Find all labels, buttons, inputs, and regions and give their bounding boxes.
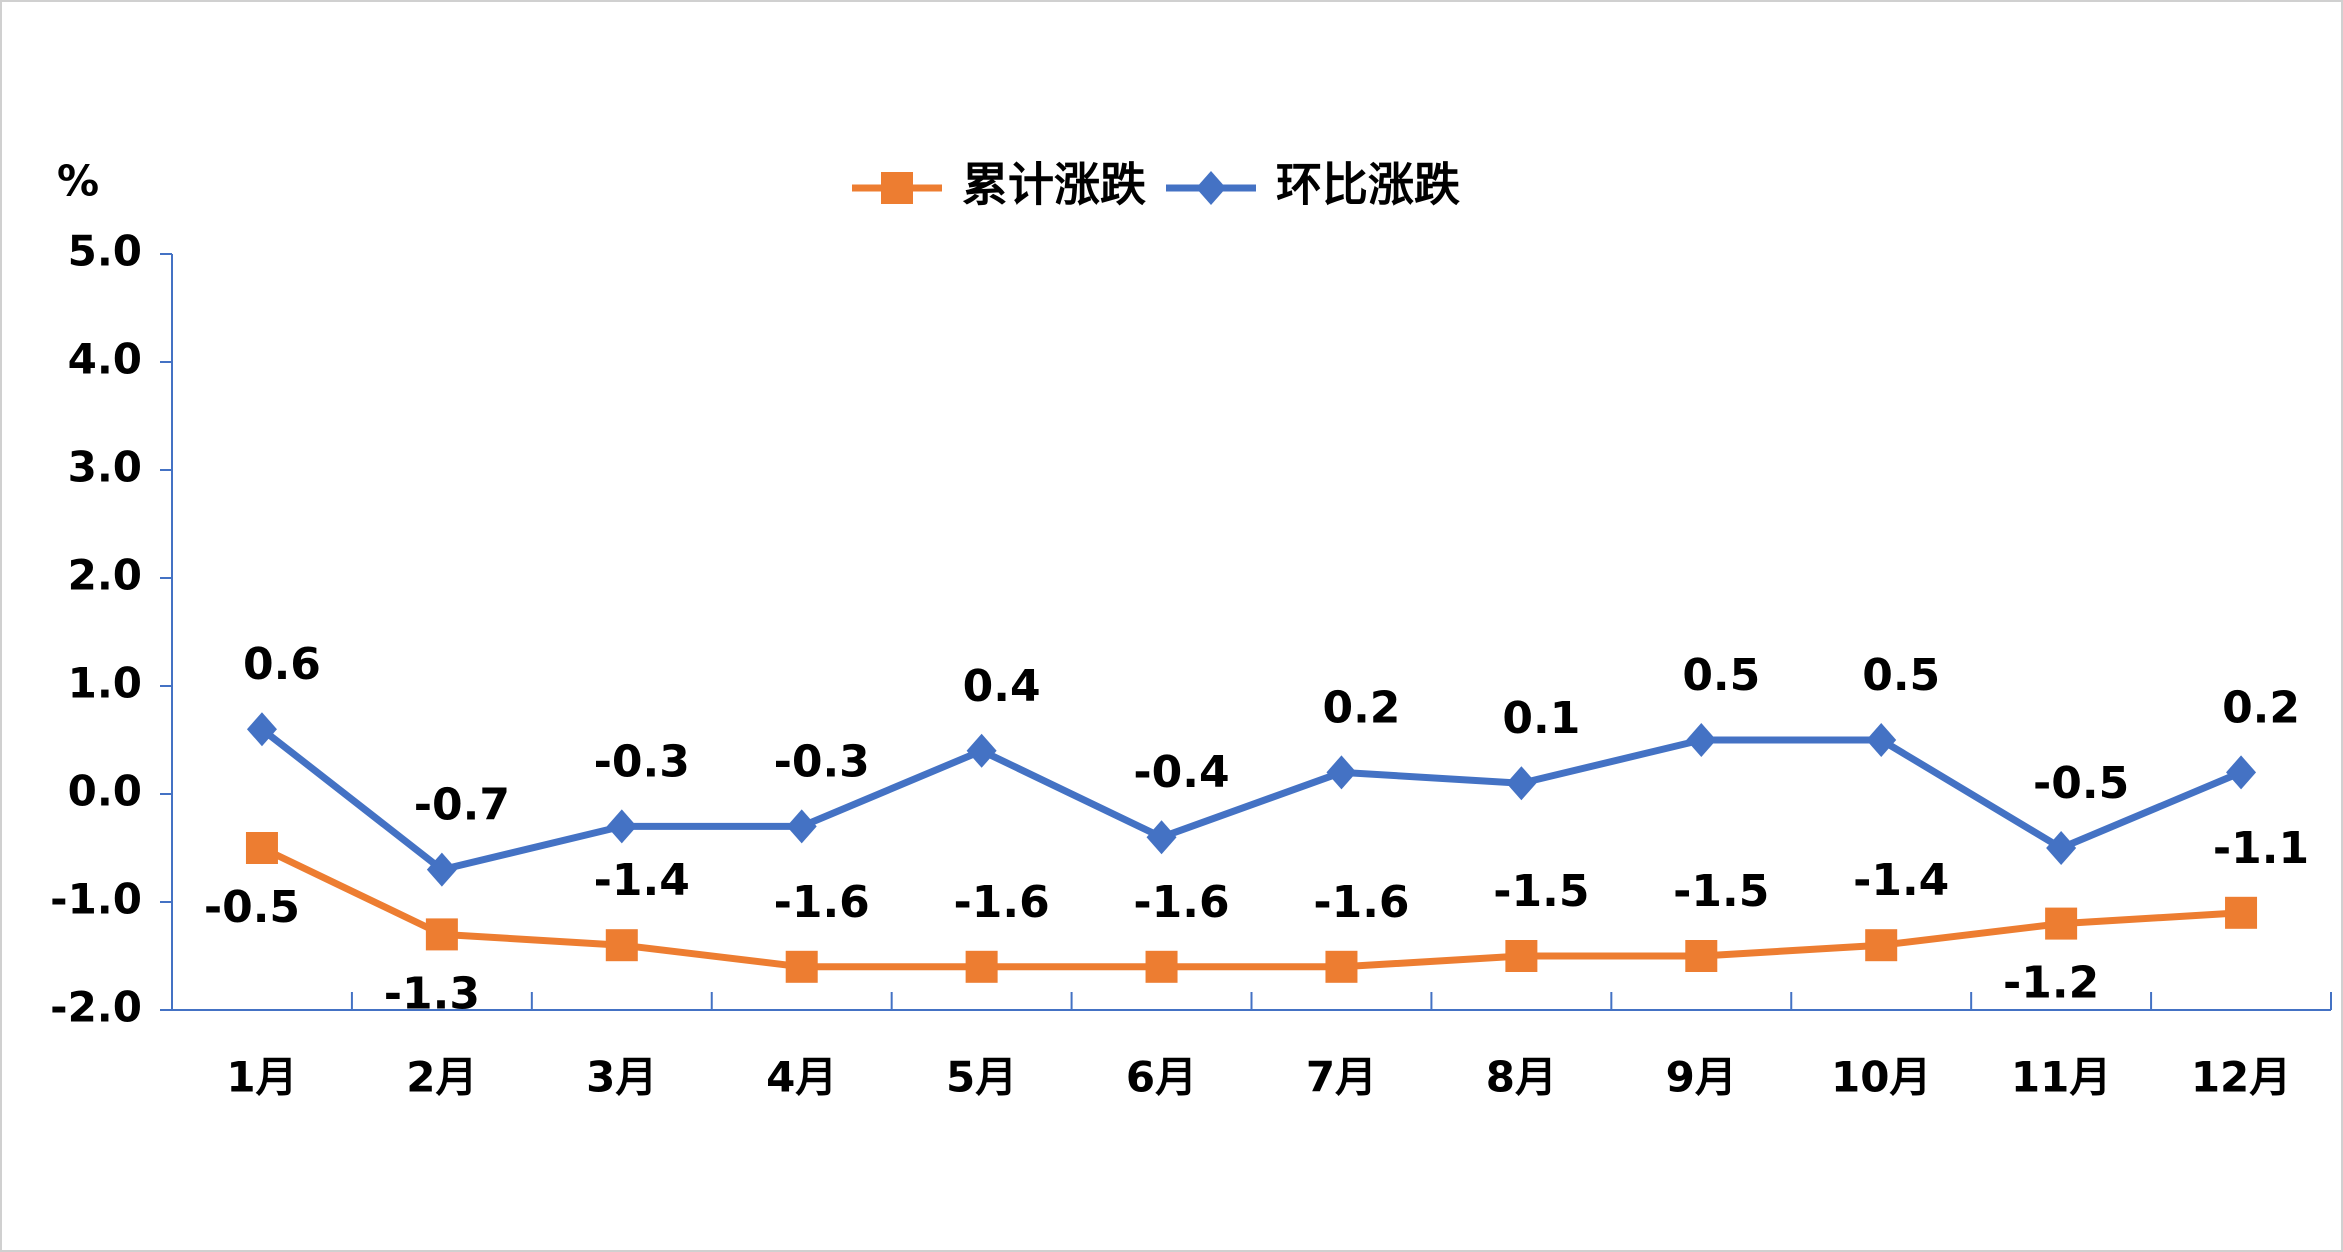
x-tick-label: 5月 (946, 1053, 1017, 1102)
marker (1506, 766, 1537, 801)
series-line (259, 726, 2243, 874)
marker (786, 809, 817, 844)
data-label: -1.6 (954, 877, 1050, 928)
data-label: -1.3 (384, 968, 480, 1019)
data-label: 0.2 (2222, 682, 2300, 733)
y-tick-label: 3.0 (68, 443, 142, 492)
x-tick-label: 11月 (2011, 1053, 2111, 1102)
data-label: -1.1 (2213, 823, 2309, 874)
legend-label: 环比涨跌 (1276, 158, 1460, 212)
marker (425, 918, 458, 951)
x-tick-label: 7月 (1306, 1053, 1377, 1102)
data-label: -0.4 (1133, 747, 1229, 798)
legend-label: 累计涨跌 (962, 158, 1146, 212)
y-tick-label: -1.0 (50, 875, 142, 924)
data-label: 0.5 (1862, 650, 1940, 701)
y-tick-label: 1.0 (68, 659, 142, 708)
data-label: 0.2 (1322, 682, 1400, 733)
marker (2045, 907, 2078, 940)
data-label: -0.7 (414, 780, 510, 831)
data-label: -1.6 (774, 877, 870, 928)
marker (1146, 820, 1177, 855)
data-label: 0.6 (243, 639, 321, 690)
marker (785, 950, 818, 983)
marker (1326, 755, 1357, 790)
data-label: 0.4 (963, 661, 1041, 712)
data-label: -1.6 (1313, 877, 1409, 928)
y-tick-label: 5.0 (68, 227, 142, 276)
x-tick-label: 8月 (1486, 1053, 1557, 1102)
x-tick-label: 12月 (2191, 1053, 2291, 1102)
marker (1196, 171, 1226, 205)
data-label: -1.2 (2003, 958, 2099, 1009)
marker (1325, 950, 1358, 983)
data-label: -1.5 (1493, 866, 1589, 917)
series-line (260, 844, 2242, 971)
marker (1865, 929, 1898, 962)
x-tick-label: 6月 (1126, 1053, 1197, 1102)
y-tick-label: 0.0 (68, 767, 142, 816)
marker (246, 712, 277, 747)
marker (245, 832, 278, 864)
y-unit: % (57, 157, 99, 206)
marker (965, 950, 998, 983)
marker (1145, 950, 1178, 983)
marker (2225, 896, 2258, 929)
data-label: -1.4 (1853, 855, 1949, 906)
y-tick-label: 4.0 (68, 335, 142, 384)
data-label: 0.5 (1682, 650, 1760, 701)
marker (606, 809, 637, 844)
data-label: -0.5 (2033, 758, 2129, 809)
data-label: -0.3 (774, 736, 870, 787)
data-label: -1.6 (1133, 877, 1229, 928)
marker (1685, 940, 1718, 972)
x-tick-label: 2月 (406, 1053, 477, 1102)
data-label: -0.5 (204, 882, 300, 933)
data-label: 0.1 (1502, 693, 1580, 744)
data-label: -1.4 (594, 855, 690, 906)
marker (426, 852, 457, 887)
y-tick-label: 2.0 (68, 551, 142, 600)
x-tick-label: 3月 (586, 1053, 657, 1102)
data-label: -0.3 (594, 736, 690, 787)
x-tick-label: 1月 (226, 1053, 297, 1102)
marker (1686, 723, 1717, 757)
marker (2046, 831, 2077, 865)
data-label: -1.5 (1673, 866, 1769, 917)
y-tick-label: -2.0 (50, 983, 142, 1032)
x-tick-label: 9月 (1666, 1053, 1737, 1102)
marker (1505, 940, 1538, 972)
marker (966, 733, 997, 768)
x-tick-label: 4月 (766, 1053, 837, 1102)
marker (605, 929, 638, 962)
x-tick-label: 10月 (1831, 1053, 1931, 1102)
marker (2226, 755, 2257, 790)
marker (881, 172, 913, 204)
marker (1866, 723, 1897, 757)
